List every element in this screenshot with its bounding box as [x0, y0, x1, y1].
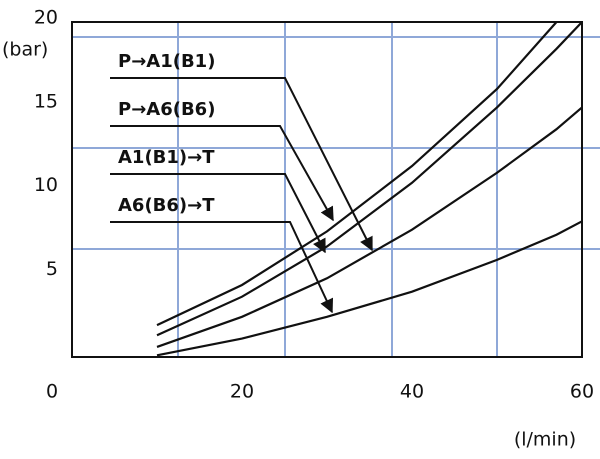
legend-label: A6(B6)→T [118, 195, 215, 216]
leader-arrow [110, 173, 326, 254]
plot-frame [71, 21, 583, 358]
curve [156, 21, 583, 337]
x-tick-label: 0 [46, 381, 58, 403]
leader-arrow [110, 77, 373, 252]
legend-label: P→A1(B1) [118, 51, 215, 72]
curve [156, 21, 558, 327]
curve [156, 106, 583, 348]
x-axis-label: (l/min) [514, 429, 576, 451]
grid [72, 22, 600, 357]
leader-arrow [110, 221, 334, 314]
y-axis-label: (bar) [2, 39, 48, 61]
x-tick-label: 40 [400, 381, 424, 403]
x-tick-label: 60 [570, 381, 594, 403]
y-tick-label: 20 [34, 7, 58, 29]
legend-label: A1(B1)→T [118, 147, 215, 168]
x-tick-label: 20 [230, 381, 254, 403]
leader-arrow [110, 125, 334, 222]
legend-label: P→A6(B6) [118, 99, 215, 120]
curve [156, 220, 583, 357]
y-tick-label: 10 [34, 174, 58, 196]
y-tick-label: 15 [34, 90, 58, 112]
y-tick-label: 5 [46, 258, 58, 280]
